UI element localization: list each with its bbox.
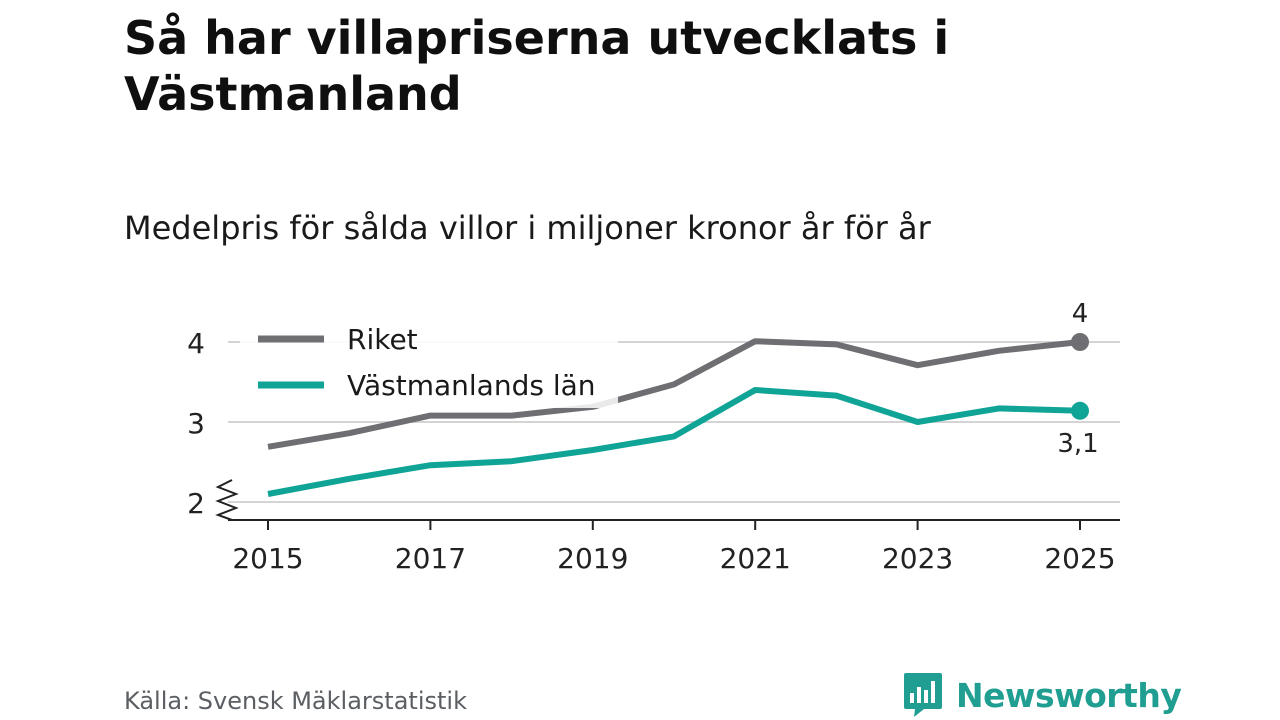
newsworthy-logo-icon: [904, 673, 942, 717]
series-end-point: [1071, 401, 1089, 420]
y-tick-label: 2: [187, 487, 205, 520]
legend-label: Västmanlands län: [347, 369, 596, 402]
brand-name: Newsworthy: [956, 675, 1182, 715]
brand-logo[interactable]: Newsworthy: [902, 670, 1182, 720]
x-tick-label: 2025: [1044, 542, 1115, 575]
axis-break-icon: [215, 479, 239, 521]
end-label-riket: 4: [1072, 299, 1089, 329]
y-tick-label: 3: [187, 407, 205, 440]
legend: Riket Västmanlands län: [240, 316, 618, 408]
series-line-riket: [267, 338, 1081, 450]
x-tick-label: 2021: [720, 542, 791, 575]
legend-background: [240, 316, 618, 408]
end-label-vastmanland: 3,1: [1057, 429, 1098, 459]
chart-subtitle: Medelpris för sålda villor i miljoner kr…: [124, 209, 931, 247]
x-tick-label: 2015: [232, 542, 303, 575]
source-note: Källa: Svensk Mäklarstatistik: [124, 687, 467, 715]
line-chart: 2 3 4 2015 2017 2019 2021 2023 2025 Riket Västma…: [187, 299, 1120, 575]
series-line-vastmanland: [267, 387, 1081, 497]
legend-label: Riket: [347, 323, 418, 356]
x-tick-label: 2019: [557, 542, 628, 575]
y-axis-ticks: 2 3 4: [187, 327, 239, 521]
series-end-point: [1071, 333, 1089, 351]
x-tick-label: 2017: [395, 542, 466, 575]
series-lines: [267, 333, 1089, 497]
x-axis-ticks: 2015 2017 2019 2021 2023 2025: [232, 520, 1116, 575]
y-tick-label: 4: [187, 327, 205, 360]
x-tick-label: 2023: [882, 542, 953, 575]
chart-title: Så har villapriserna utvecklats i Västma…: [124, 11, 950, 121]
end-labels: 43,1: [1057, 299, 1098, 459]
